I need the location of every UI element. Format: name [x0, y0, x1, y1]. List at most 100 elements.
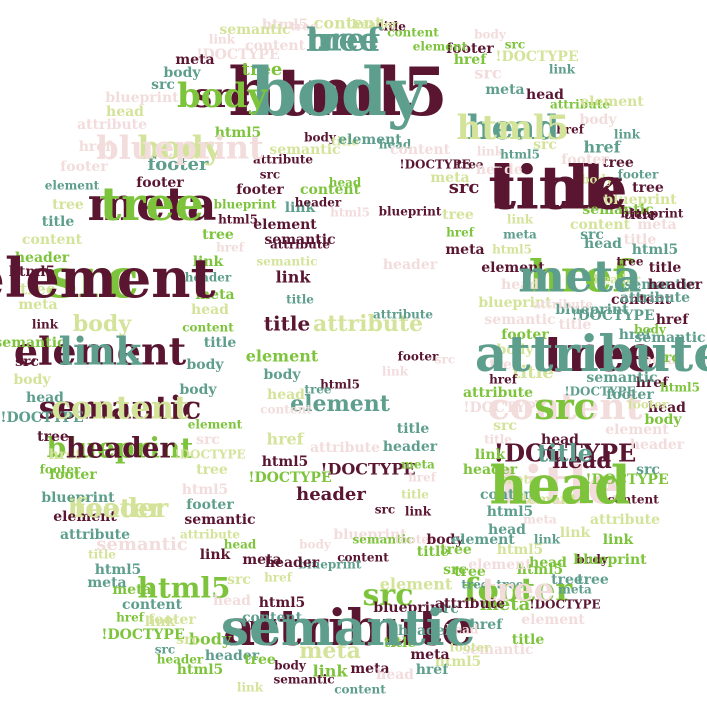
cloud-word: footer — [464, 571, 574, 609]
cloud-word: head — [191, 302, 229, 318]
cloud-word: body — [496, 342, 534, 358]
cloud-word: body — [634, 323, 667, 337]
cloud-word: meta — [242, 552, 281, 568]
cloud-word: attribute — [533, 298, 593, 312]
cloud-word: blueprint — [621, 207, 684, 221]
cloud-word: tree — [602, 155, 634, 171]
cloud-word: link — [614, 128, 641, 142]
cloud-word: meta — [637, 352, 676, 368]
cloud-word: html5 — [492, 243, 532, 257]
cloud-word: href — [489, 373, 518, 387]
cloud-word: footer — [49, 467, 97, 483]
cloud-word: link — [507, 213, 534, 227]
cloud-word: html5 — [457, 108, 570, 148]
cloud-word: src — [449, 177, 480, 198]
cloud-word: link — [549, 63, 576, 77]
cloud-word: body — [263, 367, 301, 383]
cloud-word: title — [512, 632, 545, 648]
cloud-word: semantic — [462, 642, 533, 658]
cloud-word: content — [122, 597, 183, 613]
cloud-word: src — [656, 350, 680, 366]
cloud-word: semantic — [269, 142, 340, 158]
cloud-word: attribute — [435, 596, 505, 612]
cloud-word: content — [22, 232, 83, 248]
cloud-word: href — [216, 241, 245, 255]
cloud-word: body — [576, 553, 609, 567]
cloud-word: href — [416, 662, 449, 678]
cloud-word: semantic — [0, 335, 66, 351]
cloud-word: href — [470, 617, 503, 633]
cloud-word: footer — [501, 327, 549, 343]
cloud-word: element — [413, 40, 468, 54]
cloud-word: footer — [136, 175, 184, 191]
cloud-word: tree — [442, 207, 474, 223]
cloud-word: header — [66, 432, 176, 465]
cloud-word: href — [264, 571, 293, 585]
cloud-word: title — [512, 362, 554, 383]
cloud-word: !DOCTYPE — [174, 448, 245, 462]
cloud-word: html5 — [497, 542, 544, 558]
cloud-word: body — [138, 129, 224, 167]
cloud-word: html5 — [487, 504, 534, 520]
cloud-word: body — [299, 538, 332, 552]
cloud-word: element — [605, 422, 669, 438]
cloud-word: src — [15, 354, 39, 370]
cloud-word: head — [224, 538, 257, 552]
cloud-word: body — [186, 357, 224, 373]
cloud-word: html5 — [9, 264, 56, 280]
cloud-word: !DOCTYPE — [101, 627, 184, 643]
cloud-word: semantic — [264, 232, 335, 248]
cloud-word: body — [73, 311, 132, 337]
cloud-word: src — [227, 572, 251, 588]
cloud-word: attribute — [253, 153, 313, 167]
cloud-word: tree — [440, 542, 472, 558]
cloud-word: blueprint — [379, 205, 442, 219]
cloud-word: html5 — [137, 572, 230, 605]
cloud-word: src — [260, 168, 280, 182]
cloud-word: link — [32, 318, 59, 332]
cloud-word: html5 — [262, 454, 309, 470]
cloud-word: html5 — [632, 242, 679, 258]
cloud-word: body — [189, 630, 232, 649]
cloud-word: footer — [398, 350, 439, 364]
cloud-word: src — [196, 432, 220, 448]
cloud-word: tree — [52, 197, 84, 213]
cloud-word: tree — [551, 572, 583, 588]
cloud-word: link — [405, 505, 432, 519]
cloud-word: !DOCTYPE — [495, 49, 578, 65]
cloud-word: !DOCTYPE — [399, 158, 470, 172]
cloud-word: tree — [577, 572, 609, 588]
cloud-word: href — [79, 139, 112, 155]
cloud-word: footer — [450, 641, 491, 655]
cloud-word: src — [193, 76, 251, 116]
cloud-word: meta — [558, 583, 592, 597]
cloud-word: src — [375, 503, 395, 517]
cloud-word: head — [106, 104, 144, 120]
cloud-word: content — [390, 142, 451, 158]
cloud-word: src — [435, 353, 455, 367]
cloud-word: link — [276, 268, 312, 287]
cloud-word: head — [329, 176, 362, 190]
cloud-word: attribute — [550, 98, 610, 112]
cloud-word: src — [580, 227, 604, 243]
cloud-word: html5 — [95, 562, 142, 578]
cloud-word: tree — [290, 20, 318, 34]
cloud-word: meta — [523, 513, 557, 527]
cloud-word: semantic — [96, 534, 188, 555]
cloud-word: link — [477, 145, 504, 159]
cloud-word: title — [378, 20, 406, 34]
cloud-word: src — [505, 38, 525, 52]
cloud-word: title — [401, 488, 429, 502]
cloud-word: semantic — [257, 255, 318, 269]
cloud-word: href — [636, 375, 669, 391]
cloud-word: href — [619, 327, 652, 343]
cloud-word: semantic — [586, 370, 657, 386]
cloud-word: header — [630, 437, 685, 453]
cloud-word: element — [253, 217, 317, 233]
cloud-word: element — [188, 418, 243, 432]
cloud-word: link — [59, 329, 142, 374]
cloud-word: link — [193, 254, 224, 270]
cloud-word: !DOCTYPE — [529, 598, 600, 612]
cloud-word: meta — [88, 177, 217, 231]
